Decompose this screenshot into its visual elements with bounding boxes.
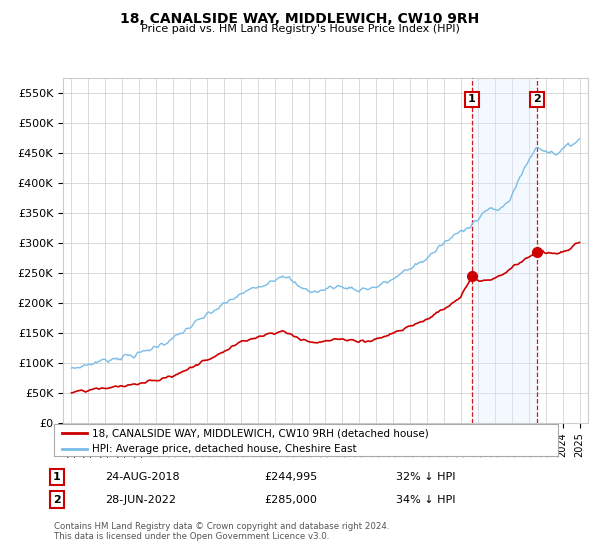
Bar (472, 78, 537, 423)
Text: 24-AUG-2018: 24-AUG-2018 (105, 472, 179, 482)
Text: 28-JUN-2022: 28-JUN-2022 (105, 494, 176, 505)
Text: 1: 1 (53, 472, 61, 482)
Text: 32% ↓ HPI: 32% ↓ HPI (396, 472, 455, 482)
Text: Price paid vs. HM Land Registry's House Price Index (HPI): Price paid vs. HM Land Registry's House … (140, 24, 460, 34)
Text: £285,000: £285,000 (264, 494, 317, 505)
Text: 34% ↓ HPI: 34% ↓ HPI (396, 494, 455, 505)
Text: 2: 2 (533, 95, 541, 104)
Text: 1: 1 (468, 95, 476, 104)
Text: Contains HM Land Registry data © Crown copyright and database right 2024.
This d: Contains HM Land Registry data © Crown c… (54, 522, 389, 542)
Text: 2: 2 (53, 494, 61, 505)
Text: 18, CANALSIDE WAY, MIDDLEWICH, CW10 9RH: 18, CANALSIDE WAY, MIDDLEWICH, CW10 9RH (121, 12, 479, 26)
Text: £244,995: £244,995 (264, 472, 317, 482)
Text: 18, CANALSIDE WAY, MIDDLEWICH, CW10 9RH (detached house): 18, CANALSIDE WAY, MIDDLEWICH, CW10 9RH … (92, 428, 428, 438)
Text: HPI: Average price, detached house, Cheshire East: HPI: Average price, detached house, Ches… (92, 444, 356, 454)
